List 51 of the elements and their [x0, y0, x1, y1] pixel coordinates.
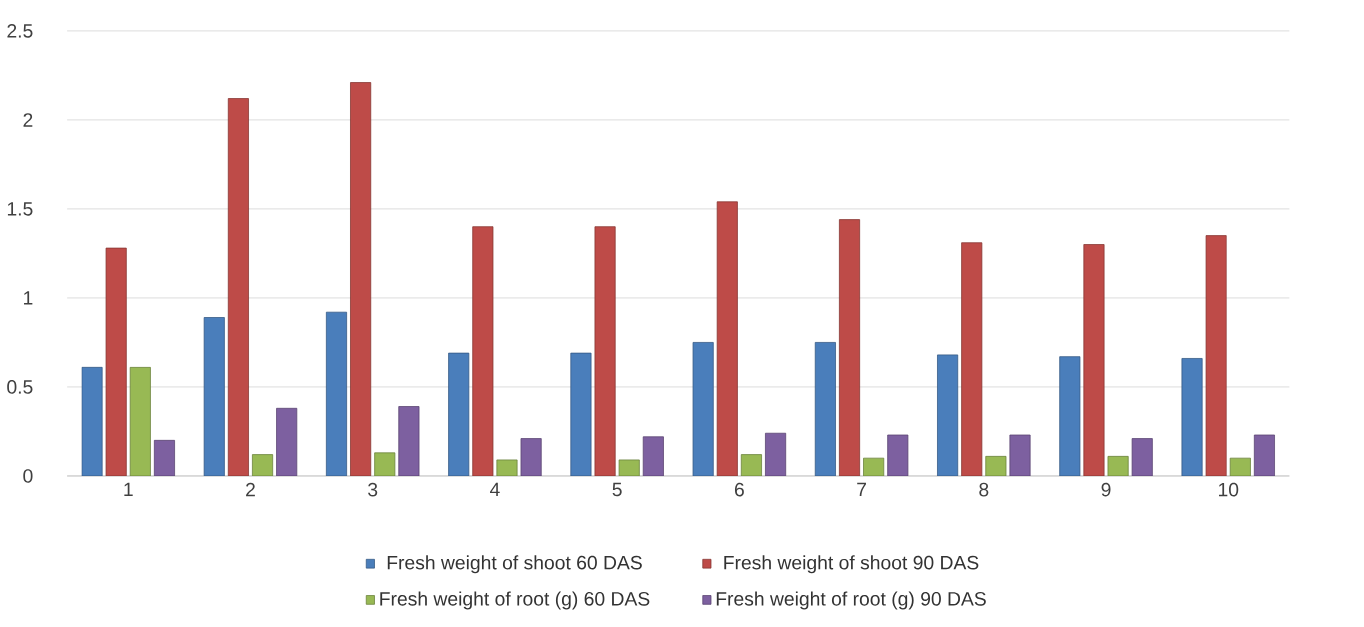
bar	[570, 352, 592, 477]
bar	[961, 242, 983, 477]
bar	[472, 226, 494, 477]
bar	[1131, 438, 1153, 477]
bar	[398, 406, 420, 477]
x-tick-label: 2	[246, 483, 255, 497]
bar	[520, 438, 542, 477]
bar	[81, 367, 103, 477]
bar	[814, 342, 836, 477]
x-tick-label: 4	[490, 482, 500, 497]
y-tick-label: 2	[23, 113, 33, 127]
bar	[594, 226, 616, 477]
legend-label: Fresh weight of root (g) 60 DAS	[380, 591, 650, 610]
bar	[1059, 356, 1081, 477]
x-tick-label: 1	[124, 482, 133, 497]
bar	[448, 352, 470, 477]
y-tick-label: 1	[24, 291, 33, 305]
bar	[1205, 235, 1227, 477]
bar	[1181, 358, 1203, 477]
bar	[1083, 244, 1105, 477]
bar	[105, 247, 127, 477]
x-tick-label: 9	[1101, 483, 1111, 497]
legend-label: Fresh weight of shoot 60 DAS	[387, 555, 642, 574]
bar	[838, 219, 861, 477]
bar	[129, 367, 151, 477]
bar	[692, 342, 714, 477]
y-tick-label: 0.5	[7, 380, 33, 394]
x-tick-label: 10	[1219, 483, 1239, 497]
bar	[642, 436, 664, 477]
bar	[227, 98, 249, 477]
bar	[276, 408, 298, 477]
bar	[1009, 434, 1031, 477]
bar	[716, 201, 738, 477]
x-tick-label: 3	[368, 483, 378, 497]
bar	[937, 354, 959, 477]
y-tick-label: 1.5	[7, 202, 33, 216]
bar	[325, 312, 348, 477]
y-tick-label: 2.5	[7, 24, 33, 38]
bar	[765, 433, 787, 477]
bar	[153, 440, 175, 477]
bar	[203, 317, 225, 477]
legend-label: Fresh weight of shoot 90 DAS	[724, 555, 979, 574]
y-tick-label: 0	[23, 469, 33, 483]
x-tick-label: 7	[857, 482, 866, 497]
bar	[350, 82, 372, 477]
x-tick-label: 8	[979, 483, 989, 497]
bar	[1253, 434, 1275, 477]
legend-label: Fresh weight of root (g) 90 DAS	[716, 591, 986, 610]
bar	[887, 434, 909, 477]
x-tick-label: 5	[612, 482, 622, 497]
x-tick-label: 6	[734, 483, 744, 497]
